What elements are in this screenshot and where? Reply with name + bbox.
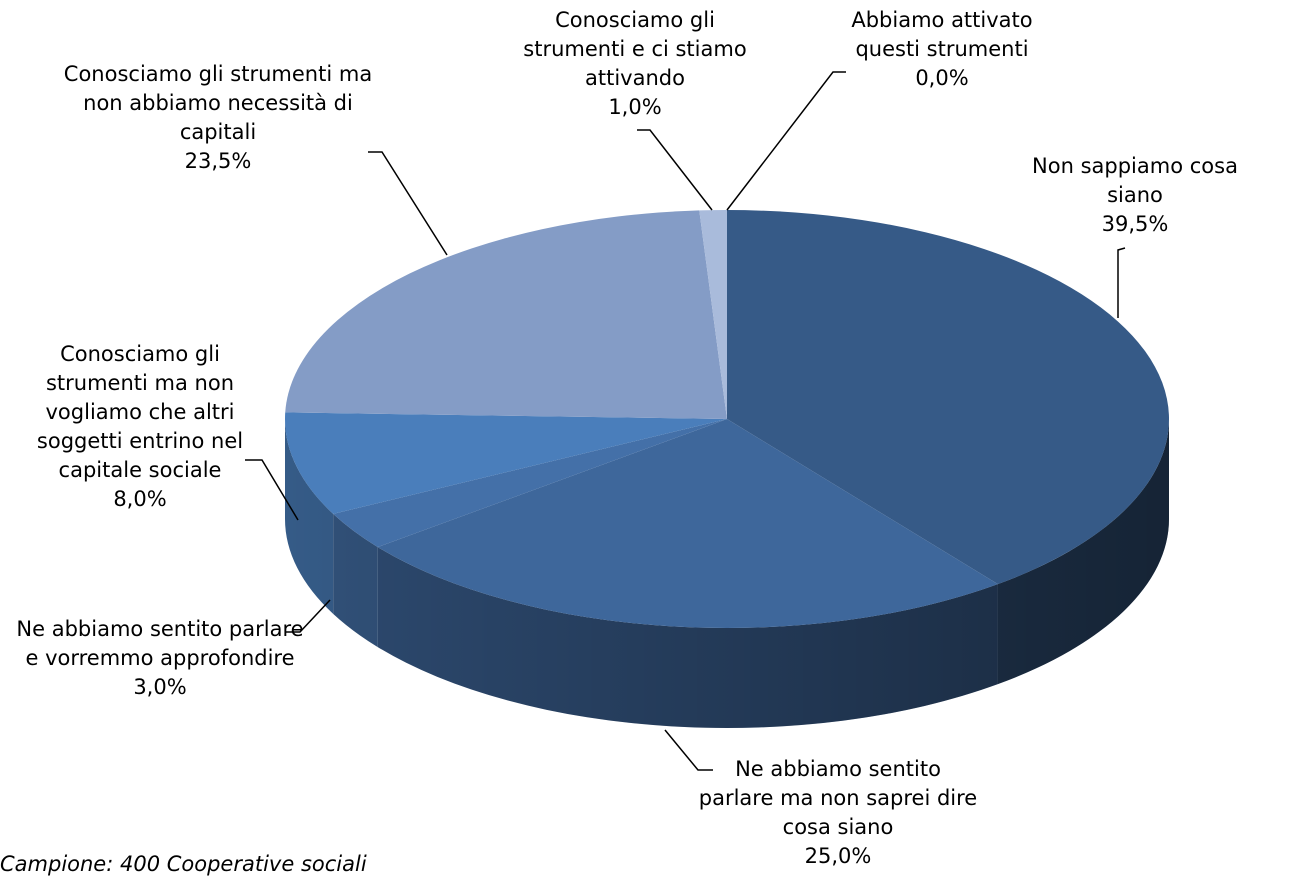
leader-line xyxy=(1117,247,1126,318)
value-label: 1,0% xyxy=(608,95,662,119)
slice xyxy=(285,210,727,419)
side-shade xyxy=(285,419,1169,728)
slice-label: Conosciamo gli strumenti e ci stiamo att… xyxy=(515,6,755,122)
leader-line xyxy=(245,459,299,521)
slice-label: Ne abbiamo sentito parlare e vorremmo ap… xyxy=(15,615,305,702)
slice xyxy=(284,412,727,514)
slice xyxy=(333,419,727,548)
value-label: 39,5% xyxy=(1101,212,1169,236)
value-label: 3,0% xyxy=(133,675,187,699)
category-label: Ne abbiamo sentito parlare ma non saprei… xyxy=(698,757,978,839)
leader-line xyxy=(368,151,448,256)
slice xyxy=(727,210,1170,585)
slice xyxy=(699,210,727,419)
category-label: Non sappiamo cosa siano xyxy=(1032,154,1238,207)
value-label: 8,0% xyxy=(113,487,167,511)
value-label: 23,5% xyxy=(184,149,252,173)
leader-line xyxy=(664,729,713,771)
slice xyxy=(377,419,998,628)
category-label: Conosciamo gli strumenti e ci stiamo att… xyxy=(523,8,747,90)
leader-line xyxy=(286,599,331,633)
note: Campione: 400 Cooperative sociali xyxy=(0,852,367,876)
slice-label: Ne abbiamo sentito parlare ma non saprei… xyxy=(698,755,978,871)
category-label: Abbiamo attivato questi strumenti xyxy=(851,8,1033,61)
category-label: Conosciamo gli strumenti ma non vogliamo… xyxy=(36,342,244,482)
slice-label: Abbiamo attivato questi strumenti 0,0% xyxy=(827,6,1057,93)
slice-label: Non sappiamo cosa siano 39,5% xyxy=(1030,152,1240,239)
leader-line xyxy=(637,129,713,211)
slice-label: Conosciamo gli strumenti ma non vogliamo… xyxy=(15,340,265,514)
category-label: Ne abbiamo sentito parlare e vorremmo ap… xyxy=(16,617,304,670)
value-label: 0,0% xyxy=(915,66,969,90)
slice-label: Conosciamo gli strumenti ma non abbiamo … xyxy=(53,60,383,176)
category-label: Conosciamo gli strumenti ma non abbiamo … xyxy=(63,62,373,144)
leader-line xyxy=(726,71,846,211)
value-label: 25,0% xyxy=(804,844,872,868)
